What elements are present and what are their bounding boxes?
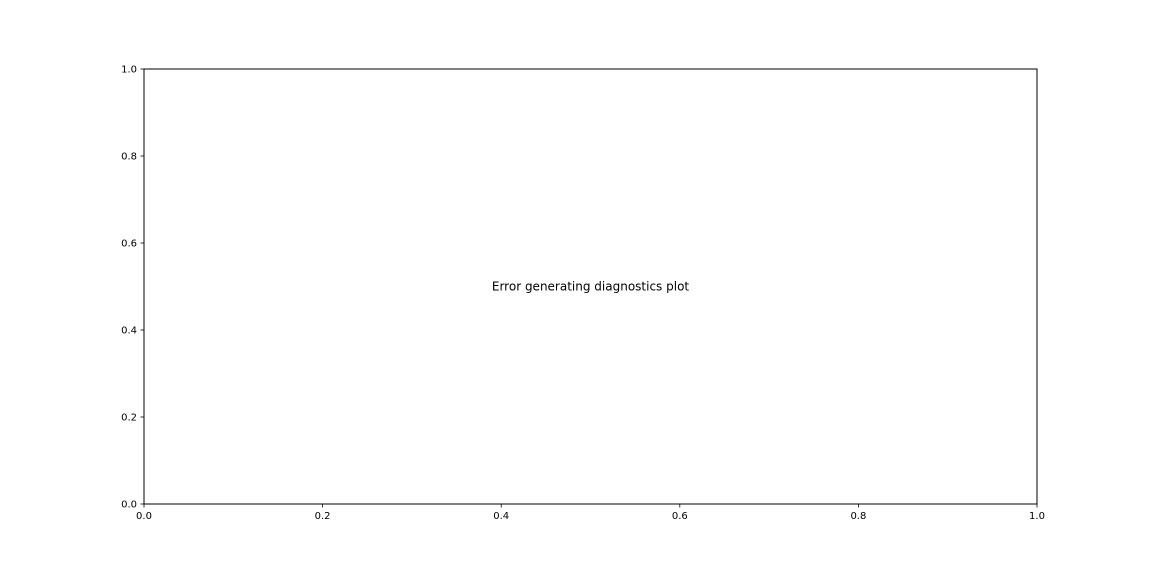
y-tick-label: 0.4 <box>121 326 137 337</box>
x-axis: 0.0 0.2 0.4 0.6 0.8 1.0 <box>136 504 1045 522</box>
x-tick-label: 0.0 <box>136 511 152 522</box>
y-tick-label: 0.0 <box>121 500 137 511</box>
error-message: Error generating diagnostics plot <box>492 280 690 294</box>
x-tick-label: 1.0 <box>1029 511 1045 522</box>
y-tick-label: 1.0 <box>121 65 137 76</box>
y-axis: 0.0 0.2 0.4 0.6 0.8 1.0 <box>121 65 144 511</box>
y-tick-label: 0.2 <box>121 413 137 424</box>
annotations: Error generating diagnostics plot <box>492 280 690 294</box>
plot-area <box>143 68 1038 505</box>
x-tick-label: 0.4 <box>493 511 509 522</box>
x-tick-label: 0.6 <box>672 511 688 522</box>
x-tick-label: 0.8 <box>850 511 866 522</box>
y-tick-label: 0.6 <box>121 239 137 250</box>
y-tick-label: 0.8 <box>121 152 137 163</box>
x-tick-label: 0.2 <box>315 511 331 522</box>
